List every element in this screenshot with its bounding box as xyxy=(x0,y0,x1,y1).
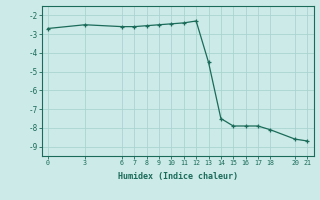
X-axis label: Humidex (Indice chaleur): Humidex (Indice chaleur) xyxy=(118,172,237,181)
